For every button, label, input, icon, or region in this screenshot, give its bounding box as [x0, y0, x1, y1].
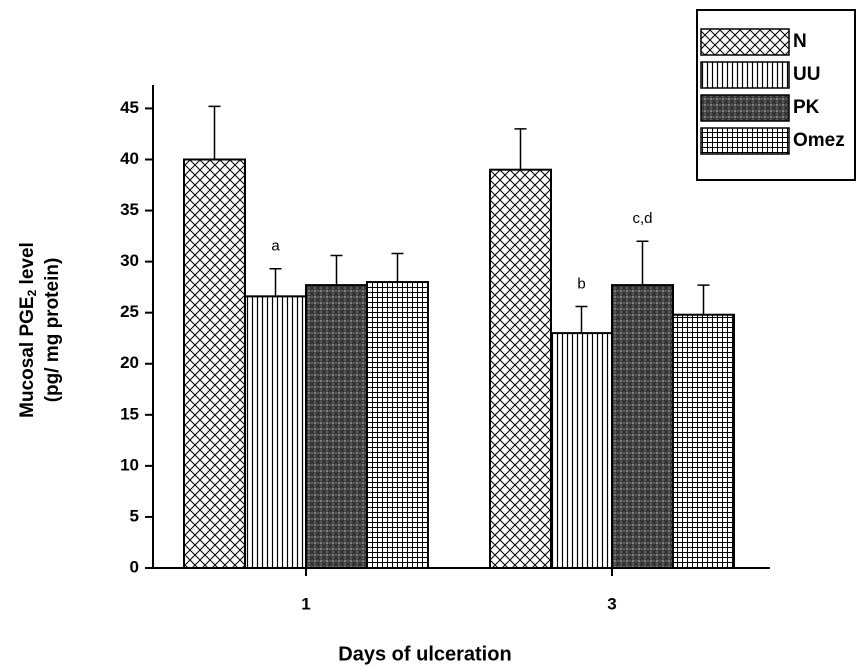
bar	[183, 158, 246, 570]
y-axis-title-rest: level	[17, 242, 38, 290]
legend-swatch	[700, 94, 790, 122]
legend-swatch	[700, 127, 790, 155]
y-tick-label: 5	[130, 506, 139, 525]
y-tick-label: 15	[120, 404, 139, 423]
bar	[366, 281, 429, 569]
error-bar	[697, 284, 710, 315]
error-bar	[269, 268, 282, 297]
bar	[244, 295, 307, 569]
bar	[550, 332, 613, 569]
error-bar	[208, 105, 221, 160]
y-tick-label: 35	[120, 200, 139, 219]
y-axis-title: Mucosal PGE2 level	[17, 242, 39, 418]
annotation: b	[577, 276, 585, 293]
x-axis-title: Days of ulceration	[338, 643, 511, 665]
error-bar	[391, 252, 404, 283]
error-bar	[636, 240, 649, 286]
legend-label: Omez	[793, 130, 845, 151]
y-tick-label: 25	[120, 302, 139, 321]
bar	[672, 313, 735, 570]
legend-swatch	[700, 28, 790, 56]
y-axis-title-sub: 2	[25, 289, 39, 296]
y-tick-label: 20	[120, 353, 139, 372]
bar	[305, 284, 368, 569]
error-bar	[514, 128, 527, 170]
error-bar	[330, 254, 343, 286]
error-bar	[575, 305, 588, 334]
y-tick-label: 45	[120, 98, 139, 117]
x-tick-label: 1	[301, 594, 310, 613]
bar	[611, 284, 674, 569]
legend-label: PK	[793, 97, 820, 118]
annotation: c,d	[632, 210, 652, 227]
annotation: a	[271, 238, 280, 255]
y-axis-title-unit: (pg/ mg protein)	[42, 258, 63, 403]
y-tick-label: 30	[120, 251, 139, 270]
y-tick-label: 40	[120, 149, 139, 168]
y-axis-title-main: Mucosal PGE	[17, 296, 38, 417]
x-tick-label: 3	[607, 594, 616, 613]
bar	[489, 168, 552, 570]
legend-label: UU	[793, 64, 820, 85]
legend-swatch	[700, 61, 790, 89]
y-tick-label: 0	[130, 557, 139, 576]
legend-label: N	[793, 31, 807, 52]
y-tick-label: 10	[120, 455, 139, 474]
